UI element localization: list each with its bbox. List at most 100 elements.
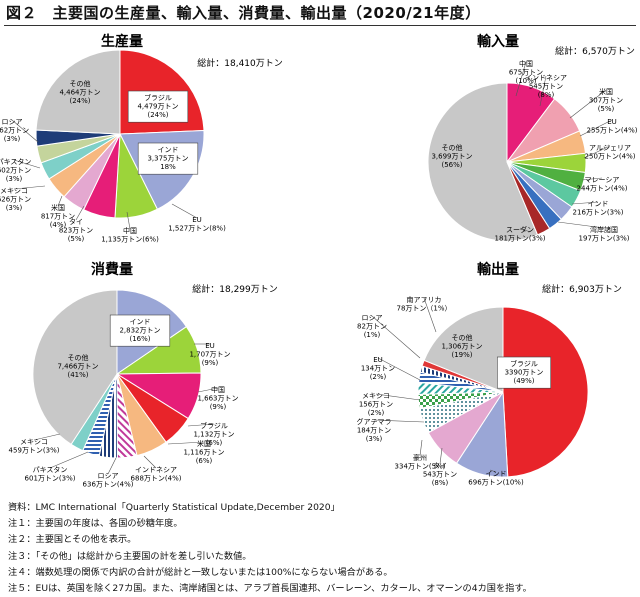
leader-line	[13, 185, 46, 190]
leader-line	[171, 203, 198, 219]
leader-line	[33, 433, 61, 441]
slice-label-10: その他 3,699万トン(56%)	[431, 143, 472, 169]
note-4: 注４：端数処理の関係で内訳の合計が総計と一致しないまたは100%にならない場合が…	[8, 566, 393, 578]
chart-title: 生産量	[101, 33, 143, 50]
leader-line	[583, 145, 611, 159]
note-3: 注３：「その他」は総計から主要国の計を差し引いた数値。	[8, 550, 252, 562]
slice-label-8: 湾岸諸国 197万トン(3%)	[579, 225, 630, 242]
leader-line	[557, 221, 605, 229]
leader-line	[377, 357, 421, 381]
label-box	[127, 90, 189, 123]
slice-label-4: 豪州 334万トン(5%)	[395, 453, 446, 470]
slice-label-9: 南アフリカ 78万トン（1%）	[396, 295, 451, 312]
leader-line	[126, 211, 131, 230]
slice-label-4: EU 255万トン(4%)	[587, 118, 638, 134]
slice-label-7: メキシコ 626万トン(3%)	[0, 187, 31, 212]
slice-label-4: 中国 1,135万トン(6%)	[101, 226, 159, 243]
note-1: 注１：主要国の年度は、各国の砂糖年度。	[8, 518, 183, 530]
leader-line	[579, 119, 613, 137]
slice-label-1: ブラジル 4,479万トン(24%)	[137, 93, 178, 119]
slice-label-3: 中国 1,663万トン(9%)	[197, 385, 238, 411]
slice-label-7: インド 216万トン(3%)	[573, 200, 624, 216]
slice-label-6: 米国 817万トン(4%)	[41, 203, 75, 229]
leader-line	[581, 177, 603, 181]
leader-line	[75, 205, 85, 221]
slice-label-4: ブラジル 1,132万トン(6%)	[193, 421, 234, 447]
title-divider	[4, 25, 636, 26]
leader-line	[49, 451, 89, 469]
pie-slice-10	[32, 289, 118, 446]
label-box	[496, 356, 551, 389]
slice-label-5: グアテマラ 184万トン(3%)	[357, 417, 392, 443]
leader-line	[197, 387, 219, 393]
slice-label-3: EU 1,527万トン(8%)	[168, 216, 226, 232]
slice-label-9: メキシコ 459万トン(3%)	[9, 438, 60, 454]
leader-line	[143, 455, 157, 469]
label-box	[137, 142, 199, 175]
slice-label-8: パキスタン 602万トン(3%)	[0, 157, 31, 183]
note-source: 資料：LMC International「Quarterly Statistic…	[8, 502, 340, 513]
slice-label-1: 中国 675万トン(10%)	[509, 59, 543, 85]
slice-label-1: ブラジル 3390万トン(49%)	[505, 359, 544, 385]
pie-slice-10	[427, 82, 539, 242]
leader-line	[57, 195, 63, 207]
slice-label-8: ロシア 82万トン(1%)	[357, 314, 387, 339]
slice-label-5: アルジェリア 250万トン(4%)	[585, 144, 636, 160]
slice-label-9: ロシア562万トン(3%)	[0, 118, 29, 143]
slice-label-9: スーダン 181万トン(3%)	[495, 225, 546, 242]
slice-label-10: その他 4,464万トン(24%)	[59, 79, 100, 105]
chart-total: 総計：18,299万トン	[192, 283, 278, 295]
notes: 資料：LMC International「Quarterly Statistic…	[8, 500, 532, 597]
label-box	[109, 314, 171, 347]
slice-label-8: パキスタン 601万トン(3%)	[25, 465, 76, 482]
slice-label-5: タイ 823万トン(5%)	[59, 217, 93, 243]
leader-line	[569, 89, 607, 119]
slice-label-3: タイ 543万トン(8%)	[423, 461, 457, 487]
pie-slice-10	[35, 49, 121, 135]
slice-label-2: インド 696万トン(10%)	[468, 470, 524, 486]
leader-line	[423, 297, 437, 333]
note-2: 注２：主要国とその他を表示。	[8, 534, 137, 546]
slice-label-6: インドネシア 688万トン(4%)	[131, 466, 182, 482]
chart-title: 消費量	[91, 261, 133, 278]
leader-line	[375, 393, 421, 401]
leader-line	[187, 423, 215, 427]
leader-line	[167, 441, 205, 445]
leader-line	[439, 447, 443, 465]
leader-line	[11, 119, 39, 143]
leader-line	[489, 469, 497, 473]
slice-label-5: 米国 1,116万トン(6%)	[183, 439, 224, 465]
chart-total: 総計：6,903万トン	[542, 283, 622, 295]
slice-label-2: インドネシア 545万トン(8%)	[525, 74, 567, 99]
pie-slice-1	[502, 306, 589, 478]
leader-line	[419, 439, 423, 457]
leader-line	[539, 75, 547, 107]
pie-slice-10	[423, 306, 504, 393]
leader-line	[107, 457, 117, 475]
figure-title: 図２ 主要国の生産量、輸入量、消費量、輸出量（2020/21年度）	[6, 4, 481, 22]
leader-line	[13, 159, 41, 169]
chart-total: 総計：18,410万トン	[197, 57, 283, 69]
slice-label-2: EU 1,707万トン(9%)	[189, 342, 230, 367]
slice-label-6: マレーシア 244万トン(4%)	[577, 176, 628, 192]
leader-line	[371, 315, 421, 359]
leader-line	[571, 201, 599, 205]
slice-label-7: ロシア 636万トン(4%)	[83, 472, 134, 488]
slice-label-10: その他 7,466万トン(41%)	[57, 353, 98, 379]
slice-label-7: EU 134万トン(2%)	[361, 356, 395, 381]
slice-label-6: メキシコ 156万トン(2%)	[359, 392, 393, 417]
slice-label-3: 米国 307万トン(5%)	[589, 87, 623, 113]
note-5: 注５：EUは、英国を除く27カ国。また、湾岸諸国とは、アラブ首長国連邦、バーレー…	[8, 583, 532, 595]
chart-total: 総計：6,570万トン	[555, 45, 635, 57]
leader-line	[515, 61, 527, 97]
chart-title: 輸入量	[477, 33, 519, 50]
leader-line	[519, 227, 531, 233]
slice-label-2: インド 3,375万トン 18%	[147, 146, 188, 171]
slice-label-10: その他 1,306万トン(19%)	[441, 333, 482, 359]
chart-title: 輸出量	[477, 261, 519, 278]
slice-label-1: インド 2,832万トン(16%)	[119, 318, 160, 343]
